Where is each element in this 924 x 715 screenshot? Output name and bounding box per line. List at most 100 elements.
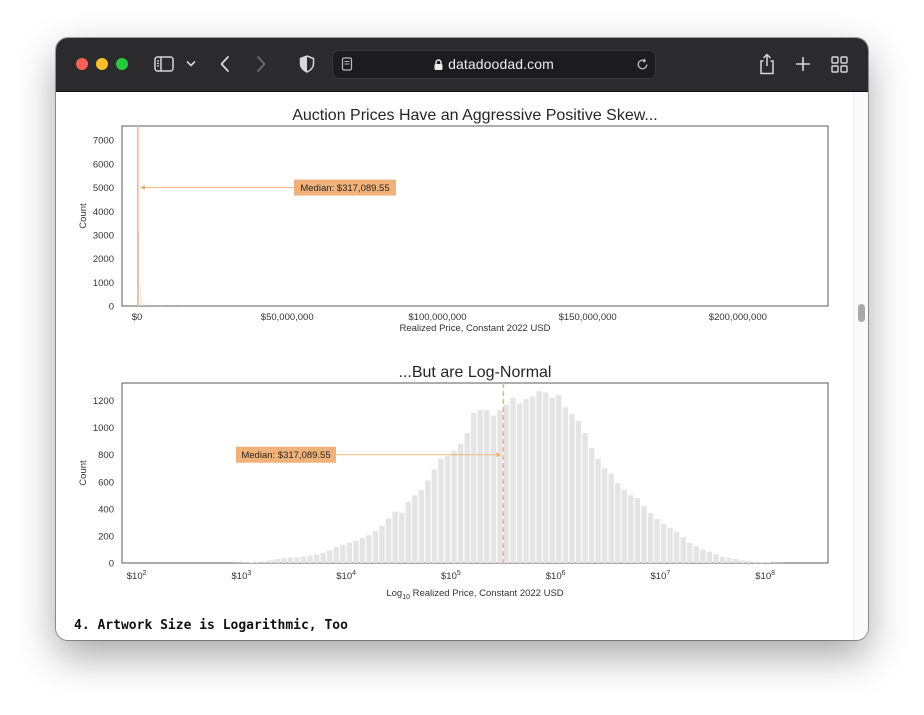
histogram-bar: [399, 512, 405, 563]
histogram-bar: [405, 502, 411, 563]
histogram-bar: [667, 527, 673, 563]
y-tick-label: 3000: [93, 230, 114, 241]
vertical-scrollbar[interactable]: [853, 92, 868, 640]
histogram-bar: [601, 468, 608, 563]
histogram-bar: [137, 126, 138, 306]
histogram-bar: [759, 562, 765, 563]
plus-icon: [796, 57, 810, 71]
histogram-bar: [366, 535, 372, 563]
reload-icon[interactable]: [636, 58, 649, 71]
sidebar-toggle-button[interactable]: [152, 52, 176, 76]
x-tick-label: $106: [546, 570, 566, 582]
histogram-bar: [608, 473, 614, 563]
y-tick-label: 600: [98, 477, 114, 488]
histogram-bar: [359, 537, 366, 563]
histogram-bar: [556, 395, 562, 563]
privacy-report-button[interactable]: [298, 52, 316, 76]
histogram-bar: [268, 560, 274, 563]
histogram-bar: [161, 305, 162, 306]
y-ticks: 0 1000 2000 3000 4000 5000 6000 7000: [93, 136, 114, 313]
lock-icon: [434, 59, 443, 70]
histogram-bar: [713, 554, 719, 563]
y-axis-label: Count: [78, 203, 89, 229]
histogram-bar: [141, 296, 143, 306]
x-ticks: $0 $50,000,000 $100,000,000 $150,000,000 $20…: [132, 312, 767, 323]
x-tick-label: $105: [441, 570, 461, 582]
x-tick-label: $108: [755, 570, 775, 582]
histogram-bar: [261, 561, 267, 563]
histogram-bar: [140, 284, 141, 306]
histogram-bar: [255, 561, 261, 563]
histogram-bar: [732, 558, 739, 563]
reader-icon[interactable]: [341, 57, 353, 71]
close-window-button[interactable]: [76, 58, 88, 70]
browser-window: datadoodad.com: [56, 38, 868, 640]
url-text: datadoodad.com: [448, 56, 554, 72]
histogram-bar: [543, 392, 549, 563]
x-tick-label: $107: [651, 570, 671, 582]
y-tick-label: 1000: [93, 278, 114, 289]
histogram-bar: [510, 397, 516, 563]
histogram-bar: [444, 456, 451, 563]
histogram-bar: [274, 558, 280, 563]
histogram-bar: [628, 495, 634, 563]
histogram-bar: [385, 518, 392, 563]
y-tick-label: 4000: [93, 207, 114, 218]
histogram-bar: [654, 519, 660, 563]
scrollbar-thumb[interactable]: [858, 304, 865, 322]
x-axis-label: Log10 Realized Price, Constant 2022 USD: [386, 588, 563, 601]
histogram-bar: [372, 531, 379, 563]
histogram-bar: [569, 414, 575, 563]
sidebar-menu-button[interactable]: [184, 52, 198, 76]
x-axis-label-sub: 10: [402, 594, 410, 601]
histogram-bar: [706, 551, 713, 563]
histogram-bar: [333, 547, 339, 563]
chart-title: Auction Prices Have an Aggressive Positi…: [292, 107, 658, 124]
histogram-bar: [582, 433, 588, 563]
histogram-bar: [726, 557, 732, 563]
histogram-bar: [287, 557, 294, 563]
y-tick-label: 6000: [93, 159, 114, 170]
share-icon: [760, 53, 774, 75]
forward-button[interactable]: [252, 52, 270, 76]
chart-title: ...But are Log-Normal: [399, 364, 552, 381]
histogram-bar: [549, 397, 555, 563]
back-button[interactable]: [216, 52, 234, 76]
minimize-window-button[interactable]: [96, 58, 108, 70]
y-tick-label: 1000: [93, 423, 114, 434]
histogram-bar: [700, 549, 706, 563]
new-tab-button[interactable]: [792, 52, 814, 76]
annotation-text: Median: $317,089.55: [300, 183, 389, 194]
histogram-bar: [327, 550, 333, 563]
share-button[interactable]: [756, 52, 778, 76]
figure: Auction Prices Have an Aggressive Positi…: [78, 107, 829, 601]
histogram-bar: [536, 391, 542, 563]
y-tick-label: 1200: [93, 396, 114, 407]
histogram-bar: [746, 561, 752, 563]
histogram-bar: [471, 412, 477, 563]
histogram-bar: [739, 560, 745, 563]
y-ticks: 0 200 400 600 800 1000 1200: [93, 396, 114, 569]
x-tick-label: $150,000,000: [559, 312, 617, 323]
histogram-bar: [503, 404, 510, 563]
histogram-bar: [418, 489, 425, 563]
x-tick-label: $200,000,000: [709, 312, 767, 323]
histogram-bar: [340, 544, 346, 563]
histogram-bar: [497, 410, 503, 563]
zoom-window-button[interactable]: [116, 58, 128, 70]
x-axis-label: Realized Price, Constant 2022 USD: [399, 323, 550, 334]
chart-lognormal: ...But are Log-Normal 0 200 400 600 800 1000 1…: [78, 364, 829, 601]
x-tick-label: $50,000,000: [261, 312, 314, 323]
histogram-bar: [143, 301, 144, 306]
tab-overview-button[interactable]: [828, 52, 850, 76]
forward-arrow-icon: [257, 56, 266, 72]
histogram-bar: [392, 511, 398, 563]
histogram-bar: [595, 458, 601, 563]
histogram-bar: [660, 523, 667, 563]
y-tick-label: 400: [98, 504, 114, 515]
histogram-bar: [674, 531, 680, 563]
arrow-head: [139, 185, 145, 191]
y-axis-label: Count: [78, 460, 89, 486]
address-bar[interactable]: datadoodad.com: [332, 50, 656, 79]
url-display[interactable]: datadoodad.com: [333, 56, 655, 72]
